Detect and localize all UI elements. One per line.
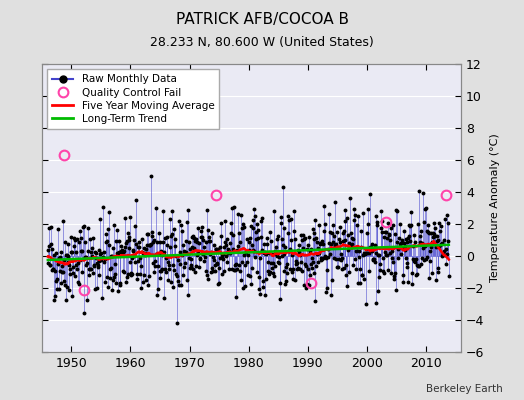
- Text: PATRICK AFB/COCOA B: PATRICK AFB/COCOA B: [176, 12, 348, 27]
- Text: Berkeley Earth: Berkeley Earth: [427, 384, 503, 394]
- Text: 28.233 N, 80.600 W (United States): 28.233 N, 80.600 W (United States): [150, 36, 374, 49]
- Y-axis label: Temperature Anomaly (°C): Temperature Anomaly (°C): [490, 134, 500, 282]
- Legend: Raw Monthly Data, Quality Control Fail, Five Year Moving Average, Long-Term Tren: Raw Monthly Data, Quality Control Fail, …: [47, 69, 220, 129]
